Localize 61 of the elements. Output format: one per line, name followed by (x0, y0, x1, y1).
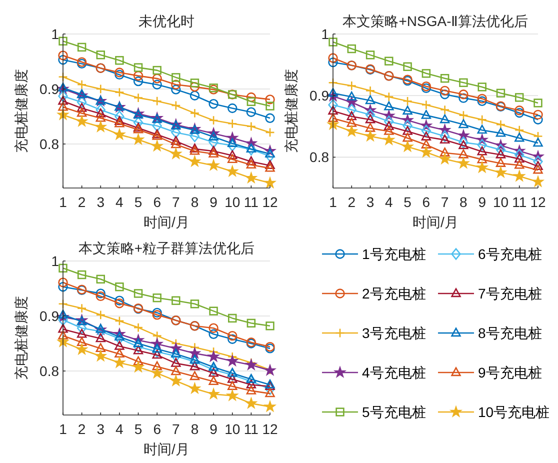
x-tick-label: 4 (116, 194, 124, 210)
x-tick-label: 5 (134, 421, 142, 437)
legend-label: 8号充电桩 (478, 325, 542, 341)
legend-label: 10号充电桩 (478, 404, 550, 420)
chart-title: 本文策略+NSGA-Ⅱ算法优化后 (342, 13, 528, 29)
chart-title: 本文策略+粒子群算法优化后 (78, 240, 255, 256)
x-tick-label: 6 (153, 194, 162, 210)
x-tick-label: 2 (78, 421, 86, 437)
x-tick-label: 7 (172, 421, 180, 437)
y-tick-label: 0.8 (40, 363, 60, 379)
x-axis-title: 时间/月 (144, 441, 190, 457)
y-axis-title: 充电桩健康度 (283, 69, 299, 153)
x-tick-label: 12 (530, 194, 546, 210)
x-axis-title: 时间/月 (412, 214, 458, 230)
y-tick-label: 0.8 (310, 149, 330, 166)
legend-label: 1号充电桩 (362, 246, 426, 262)
x-tick-label: 4 (116, 421, 124, 437)
x-tick-label: 8 (190, 421, 199, 437)
legend-label: 6号充电桩 (478, 246, 542, 262)
y-tick-label: 1 (51, 26, 60, 42)
x-tick-label: 7 (172, 194, 180, 210)
x-tick-label: 7 (440, 194, 449, 210)
x-tick-label: 3 (366, 194, 374, 210)
x-tick-label: 2 (78, 194, 86, 210)
x-tick-label: 11 (244, 194, 259, 210)
y-tick-label: 0.8 (40, 136, 60, 152)
y-axis-title: 充电桩健康度 (13, 296, 29, 380)
y-axis-title: 充电桩健康度 (13, 69, 29, 153)
x-tick-label: 8 (190, 194, 199, 210)
x-tick-label: 11 (512, 194, 527, 210)
x-tick-label: 10 (224, 421, 240, 437)
y-tick-label: 0.9 (310, 88, 330, 104)
chart-title: 未优化时 (138, 13, 194, 29)
x-tick-label: 10 (224, 194, 240, 210)
x-tick-label: 2 (348, 194, 356, 210)
legend-label: 3号充电桩 (362, 325, 426, 341)
x-tick-label: 9 (210, 194, 218, 210)
legend-label: 5号充电桩 (362, 404, 426, 420)
x-tick-label: 5 (404, 194, 412, 210)
x-tick-label: 9 (210, 421, 218, 437)
y-tick-label: 1 (51, 253, 60, 269)
x-tick-label: 5 (134, 194, 142, 210)
y-tick-label: 0.9 (40, 81, 60, 97)
legend-label: 9号充电桩 (478, 364, 542, 380)
y-tick-label: 1 (321, 26, 330, 42)
x-tick-label: 10 (492, 194, 509, 210)
x-tick-label: 6 (422, 194, 430, 210)
y-tick-label: 0.9 (40, 308, 60, 324)
x-axis-title: 时间/月 (144, 214, 190, 230)
legend-label: 4号充电桩 (362, 364, 426, 380)
x-tick-label: 12 (262, 194, 278, 210)
x-tick-label: 9 (478, 194, 486, 210)
x-tick-label: 6 (153, 421, 162, 437)
x-tick-label: 8 (460, 194, 468, 210)
x-tick-label: 3 (96, 194, 105, 210)
x-tick-label: 3 (96, 421, 105, 437)
x-tick-label: 11 (244, 421, 259, 437)
x-tick-label: 12 (262, 421, 278, 437)
legend-label: 7号充电桩 (478, 286, 542, 302)
x-tick-label: 4 (385, 194, 394, 210)
legend-label: 2号充电桩 (362, 286, 426, 302)
